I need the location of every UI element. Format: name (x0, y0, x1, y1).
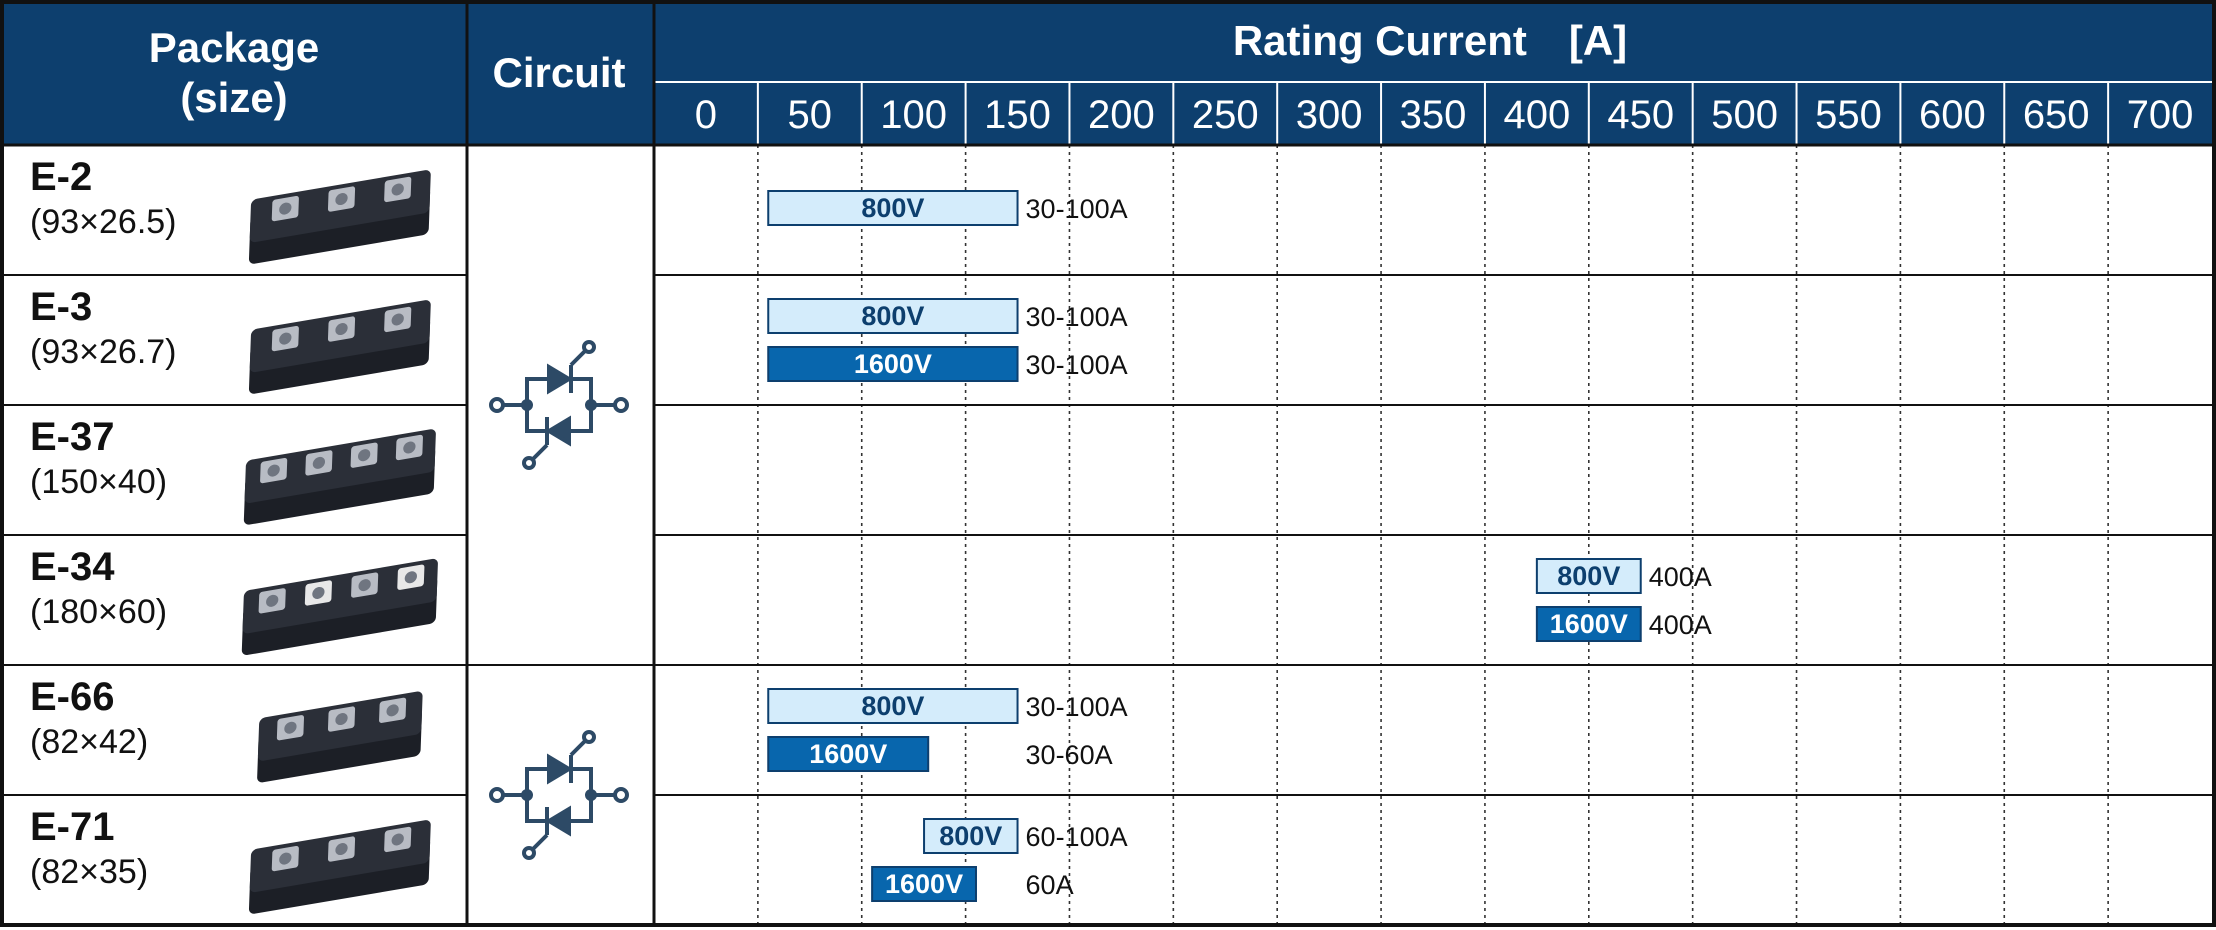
circuit-diagrams (489, 340, 629, 860)
bar-range-label: 60A (1026, 870, 1074, 900)
bar-voltage-label: 800V (939, 821, 1002, 851)
module-icon (257, 691, 423, 783)
x-tick-label: 50 (788, 93, 833, 137)
bar-voltage-label: 800V (861, 193, 924, 223)
x-tick-label: 650 (2023, 93, 2090, 137)
bar-voltage-label: 800V (861, 301, 924, 331)
header-circuit: Circuit (492, 49, 625, 96)
header-background (2, 2, 2214, 145)
package-name: E-66 (30, 675, 115, 719)
package-row: E-37 (150×40) (30, 415, 436, 525)
x-tick-label: 150 (984, 93, 1051, 137)
bar-range-label: 400A (1649, 562, 1712, 592)
x-tick-label: 500 (1711, 93, 1778, 137)
package-name: E-71 (30, 805, 115, 849)
header-rating-current: Rating Current [A] (1233, 17, 1627, 64)
bar-rect (767, 688, 1019, 724)
package-row: E-34 (180×60) (30, 545, 438, 655)
x-tick-label: 400 (1503, 93, 1570, 137)
bar-800v: 800V 60-100A (923, 818, 1128, 854)
x-tick-label: 700 (2127, 93, 2194, 137)
bar-rect (767, 298, 1019, 334)
package-name: E-37 (30, 415, 115, 459)
x-tick-label: 0 (695, 93, 717, 137)
bar-range-label: 30-100A (1026, 692, 1128, 722)
package-rows: E-2 (93×26.5) E-3 (93×26.7) E-37 (150×40) E-34… (30, 155, 438, 914)
package-size: (150×40) (30, 463, 167, 501)
package-size: (93×26.7) (30, 333, 177, 371)
package-size: (82×35) (30, 853, 148, 891)
module-icon (248, 300, 431, 394)
x-tick-label: 250 (1192, 93, 1259, 137)
bar-rect (767, 736, 930, 772)
package-size: (180×60) (30, 593, 167, 631)
bar-800v: 800V 30-100A (767, 190, 1128, 226)
package-row: E-2 (93×26.5) (30, 155, 431, 264)
bar-voltage-label: 800V (861, 691, 924, 721)
x-axis-ticks: 0 50 100 150 200 250 300 350 400 450 500 550 600 650 7… (654, 81, 2212, 145)
bar-rect (1535, 558, 1642, 594)
x-tick-label: 350 (1400, 93, 1467, 137)
module-icon (248, 170, 431, 264)
bar-range-label: 30-100A (1026, 350, 1128, 380)
package-size: (93×26.5) (30, 203, 177, 241)
x-tick-label: 300 (1296, 93, 1363, 137)
x-tick-label: 200 (1088, 93, 1155, 137)
package-name: E-2 (30, 155, 92, 199)
bar-voltage-label: 1600V (854, 349, 932, 379)
x-tick-label: 600 (1919, 93, 1986, 137)
thyristor-pair-circuit-icon (489, 340, 629, 470)
x-tick-label: 100 (880, 93, 947, 137)
bar-voltage-label: 1600V (1550, 609, 1628, 639)
bar-voltage-label: 1600V (885, 869, 963, 899)
chart-bars: 800V 30-100A 800V 30-100A 1600V 30-100A 800V 40… (767, 190, 1712, 902)
bar-800v: 800V 400A (1535, 558, 1712, 594)
x-tick-label: 450 (1607, 93, 1674, 137)
bar-range-label: 30-100A (1026, 194, 1128, 224)
bar-1600v: 1600V 30-100A (767, 346, 1128, 382)
package-name: E-3 (30, 285, 92, 329)
package-row: E-71 (82×35) (30, 805, 431, 914)
module-icon (241, 558, 438, 655)
bar-voltage-label: 800V (1557, 561, 1620, 591)
bar-rect (767, 190, 1019, 226)
package-name: E-34 (30, 545, 115, 589)
bar-1600v: 1600V 60A (871, 866, 1074, 902)
bar-voltage-label: 1600V (809, 739, 887, 769)
bar-range-label: 30-100A (1026, 302, 1128, 332)
header-package-line2: (size) (180, 74, 287, 121)
package-row: E-66 (82×42) (30, 675, 423, 783)
bar-1600v: 1600V 30-60A (767, 736, 1113, 772)
thyristor-pair-circuit-icon (489, 730, 629, 860)
bar-1600v: 1600V 400A (1535, 606, 1712, 642)
package-size: (82×42) (30, 723, 148, 761)
module-icon (248, 820, 431, 914)
package-row: E-3 (93×26.7) (30, 285, 431, 394)
x-tick-label: 550 (1815, 93, 1882, 137)
header-package-line1: Package (149, 24, 319, 71)
module-icon (243, 429, 436, 525)
bar-rect (1535, 606, 1642, 642)
bar-rect (923, 818, 1019, 854)
bar-range-label: 60-100A (1026, 822, 1128, 852)
bar-range-label: 400A (1649, 610, 1712, 640)
bar-800v: 800V 30-100A (767, 688, 1128, 724)
bar-rect (871, 866, 977, 902)
bar-range-label: 30-60A (1026, 740, 1113, 770)
bar-800v: 800V 30-100A (767, 298, 1128, 334)
bar-rect (767, 346, 1019, 382)
